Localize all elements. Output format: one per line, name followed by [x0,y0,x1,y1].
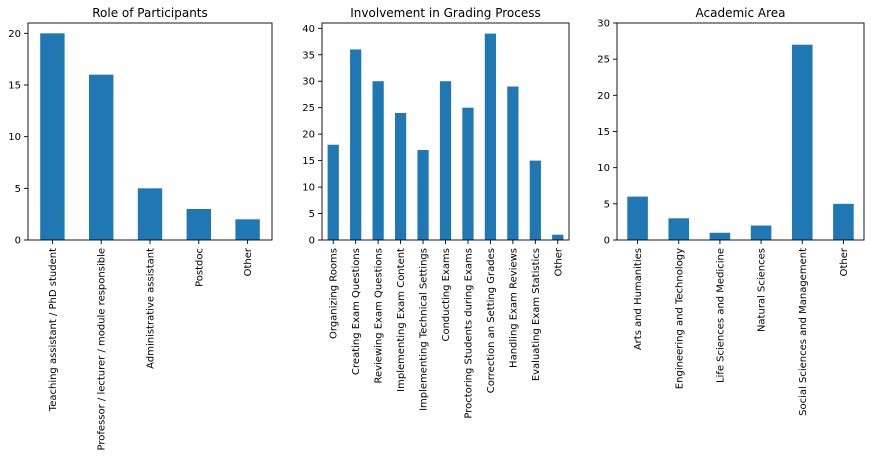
chart-title: Academic Area [696,6,786,20]
x-tick-label: Proctoring Students during Exams [463,248,474,419]
x-tick-label: Organizing Rooms [329,248,340,339]
plot-frame [616,22,865,241]
y-tick-label: 10 [302,183,315,194]
bar [833,203,854,240]
x-tick-label: Correction an Setting Grades [486,248,497,393]
chart-title: Involvement in Grading Process [350,6,540,20]
y-tick-label: 30 [302,77,315,88]
y-tick-label: 40 [302,24,315,35]
chart-1: 0 5 10 15 20 Teaching assistant / PhD student… [8,6,273,450]
bar [709,232,731,240]
y-tick-label: 10 [597,163,610,174]
bar [372,81,384,240]
bar [137,188,163,240]
y-tick-label: 25 [597,55,610,66]
x-tick-label: Life Sciences and Medicine [715,248,726,383]
bar [507,86,519,240]
y-tick-label: 30 [597,19,610,30]
x-tick-label: Engineering and Technology [674,248,685,389]
y-tick-label: 5 [309,209,315,220]
bar [417,150,429,240]
x-tick-label: Other [839,247,850,276]
x-tick-label: Teaching assistant / PhD student [48,248,59,412]
x-tick-label: Other [243,247,254,276]
x-tick-label: Other [553,247,564,276]
y-tick-label: 0 [604,236,610,247]
y-tick-label: 15 [8,81,21,92]
bar [552,234,564,240]
y-tick-label: 15 [597,127,610,138]
y-tick-label: 20 [8,29,21,40]
bar [350,49,362,241]
bar [791,44,813,241]
y-tick-label: 5 [604,199,610,210]
x-tick-label: Professor / lecturer / module responsibl… [97,248,108,450]
x-tick-label: Creating Exam Questions [351,248,362,375]
x-tick-label: Arts and Humanities [633,248,644,350]
x-tick-label: Implementing Technical Settings [419,248,430,411]
chart-2: 0 5 10 15 20 25 30 35 40 Organizing Rooms Creating… [302,6,570,419]
x-tick-label: Postdoc [194,248,205,287]
x-tick-label: Administrative assistant [146,248,157,369]
bar [529,160,541,240]
y-tick-label: 0 [15,236,21,247]
x-tick-label: Conducting Exams [441,248,452,342]
y-tick-label: 0 [309,236,315,247]
bar [627,196,648,240]
x-tick-label: Natural Sciences [757,248,768,332]
y-tick-label: 25 [302,103,315,114]
x-tick-label: Social Sciences and Management [798,248,809,416]
y-tick-label: 20 [302,130,315,141]
bar [462,107,474,241]
x-tick-label: Implementing Exam Content [396,248,407,392]
x-tick-label: Evaluating Exam Statistics [531,248,542,381]
chart-3: 0 5 10 15 20 25 30 Arts and Humanities Engineeri… [597,6,865,416]
bar [327,144,339,240]
y-tick-label: 35 [302,50,315,61]
x-tick-label: Reviewing Exam Questions [374,248,385,384]
bar [668,218,690,240]
bar [89,74,114,240]
bar [750,225,772,240]
bar [484,33,497,241]
y-tick-label: 20 [597,91,610,102]
y-tick-label: 10 [8,132,21,143]
bar [186,209,211,240]
bar [40,33,65,240]
x-tick-label: Handling Exam Reviews [508,248,519,368]
y-tick-label: 5 [15,184,21,195]
bar [439,81,452,240]
bar [394,112,407,240]
chart-title: Role of Participants [92,6,208,20]
y-tick-label: 15 [302,156,315,167]
bar [235,219,260,240]
